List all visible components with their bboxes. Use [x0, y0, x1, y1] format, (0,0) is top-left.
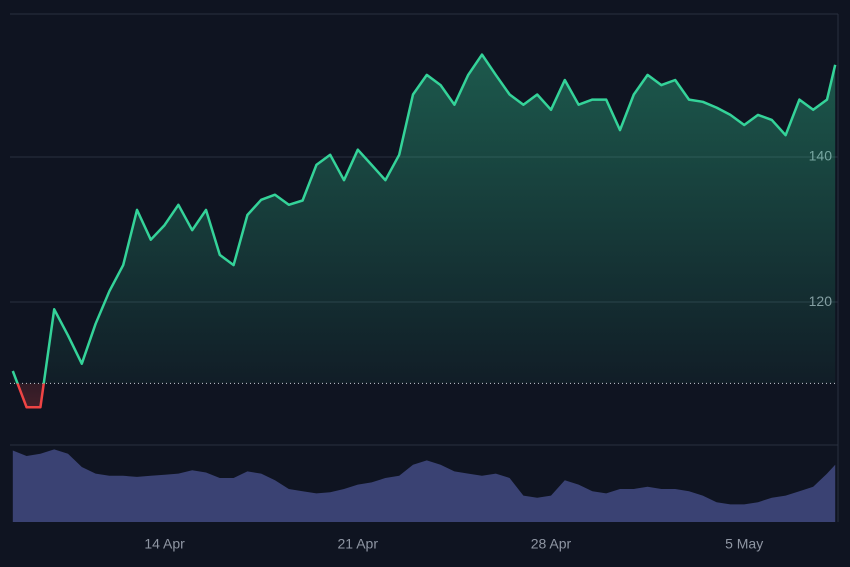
price-line	[11, 53, 837, 409]
x-tick-label: 21 Apr	[338, 536, 379, 552]
x-tick-label: 5 May	[725, 536, 763, 552]
price-area	[12, 54, 836, 408]
x-tick-label: 14 Apr	[144, 536, 185, 552]
volume-area	[12, 449, 836, 522]
x-tick-label: 28 Apr	[531, 536, 572, 552]
